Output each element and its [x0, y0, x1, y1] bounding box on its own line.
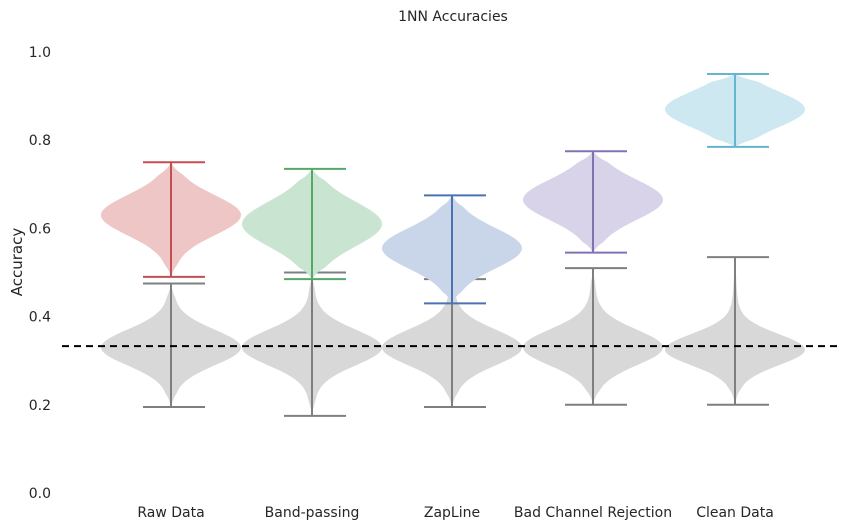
chart-title: 1NN Accuracies	[398, 9, 508, 25]
x-tick-label: Bad Channel Rejection	[514, 505, 672, 521]
y-tick-label: 1.0	[29, 45, 51, 61]
x-tick-label: Clean Data	[696, 505, 774, 521]
x-tick-label: Band-passing	[265, 505, 360, 521]
y-tick-label: 0.8	[29, 133, 51, 149]
y-tick-label: 0.0	[29, 486, 51, 502]
y-tick-labels: 0.0 0.2 0.4 0.6 0.8 1.0	[29, 45, 51, 502]
x-tick-label: Raw Data	[137, 505, 204, 521]
x-tick-label: ZapLine	[424, 505, 480, 521]
model-violins	[101, 73, 805, 305]
y-tick-label: 0.4	[29, 310, 51, 326]
y-tick-label: 0.2	[29, 398, 51, 414]
y-tick-label: 0.6	[29, 221, 51, 237]
x-tick-labels: Raw Data Band-passing ZapLine Bad Channel R…	[137, 505, 773, 521]
y-axis-label: Accuracy	[8, 228, 26, 297]
